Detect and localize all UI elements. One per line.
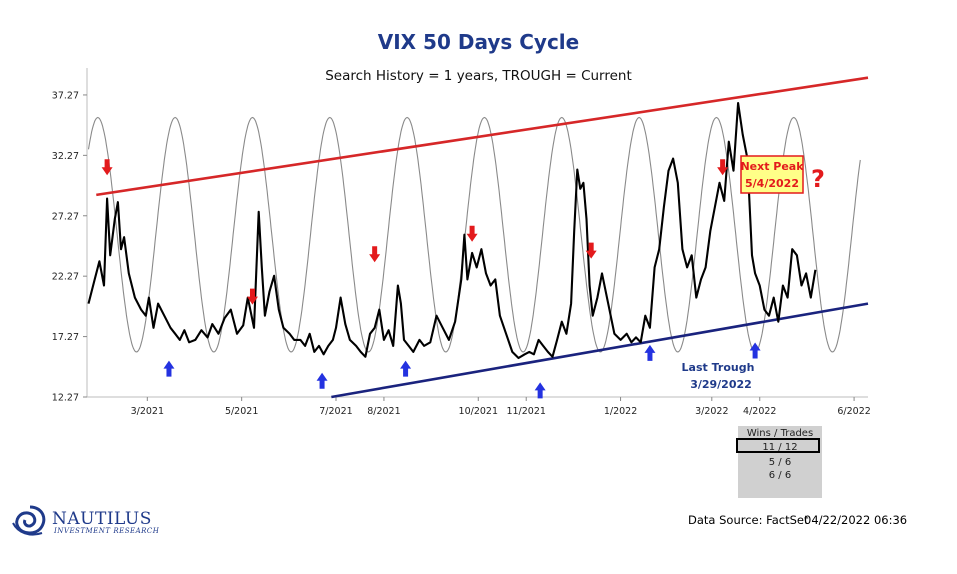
wins-row: 11 / 12 bbox=[762, 442, 798, 453]
logo-tagline: INVESTMENT RESEARCH bbox=[54, 527, 160, 535]
peak-arrow-icon bbox=[369, 246, 381, 263]
nautilus-shell-icon bbox=[12, 505, 46, 536]
x-tick-label: 8/2021 bbox=[367, 406, 400, 417]
y-tick-label: 22.27 bbox=[52, 272, 79, 283]
trough-arrow-icon bbox=[644, 344, 656, 361]
next-peak-box bbox=[740, 155, 804, 194]
x-tick-label: 10/2021 bbox=[459, 406, 498, 417]
wins-trades-box: Wins / Trades 11 / 12 5 / 6 6 / 6 bbox=[738, 426, 822, 498]
next-peak-label: Next Peak bbox=[740, 160, 804, 173]
data-source: Data Source: FactSet bbox=[688, 513, 809, 527]
cycle-line bbox=[87, 116, 861, 353]
wins-highlight bbox=[736, 438, 820, 453]
x-tick-label: 7/2021 bbox=[319, 406, 352, 417]
y-tick-label: 37.27 bbox=[52, 90, 79, 101]
wins-header: Wins / Trades bbox=[746, 428, 814, 439]
x-tick-label: 5/2021 bbox=[225, 406, 258, 417]
y-tick-label: 27.27 bbox=[52, 211, 79, 222]
trough-arrow-icon bbox=[163, 360, 175, 377]
x-tick-label: 3/2022 bbox=[695, 406, 728, 417]
peak-arrow-icon bbox=[101, 159, 113, 176]
x-tick-label: 11/2021 bbox=[506, 406, 545, 417]
trough-arrow-icon bbox=[400, 360, 412, 377]
trough-arrow-icon bbox=[534, 382, 546, 399]
x-tick-label: 3/2021 bbox=[131, 406, 164, 417]
next-peak-date: 5/4/2022 bbox=[745, 177, 799, 190]
question-mark: ? bbox=[811, 165, 825, 193]
x-tick-label: 6/2022 bbox=[837, 406, 870, 417]
trough-arrow-icon bbox=[316, 372, 328, 389]
upper-trendline bbox=[96, 76, 869, 197]
peak-arrow-icon bbox=[246, 288, 258, 305]
wins-row: 6 / 6 bbox=[768, 470, 792, 481]
peak-arrow-icon bbox=[585, 242, 597, 259]
timestamp: 04/22/2022 06:36 bbox=[804, 513, 908, 527]
wins-row: 5 / 6 bbox=[768, 457, 792, 468]
last-trough-date: 3/29/2022 bbox=[690, 378, 752, 391]
peak-arrow-icon bbox=[717, 159, 729, 176]
peak-arrow-icon bbox=[466, 225, 478, 242]
vix-line bbox=[87, 101, 817, 360]
chart-title: VIX 50 Days Cycle bbox=[377, 30, 580, 54]
y-tick-label: 32.27 bbox=[52, 151, 79, 162]
x-tick-label: 4/2022 bbox=[743, 406, 776, 417]
logo-name: NAUTILUS bbox=[52, 509, 152, 529]
chart-subtitle: Search History = 1 years, TROUGH = Curre… bbox=[325, 68, 632, 84]
x-tick-label: 1/2022 bbox=[604, 406, 637, 417]
last-trough-label: Last Trough bbox=[682, 361, 755, 374]
y-tick-label: 17.27 bbox=[52, 332, 79, 343]
trough-arrow-icon bbox=[749, 342, 761, 359]
y-tick-label: 12.27 bbox=[52, 393, 79, 404]
